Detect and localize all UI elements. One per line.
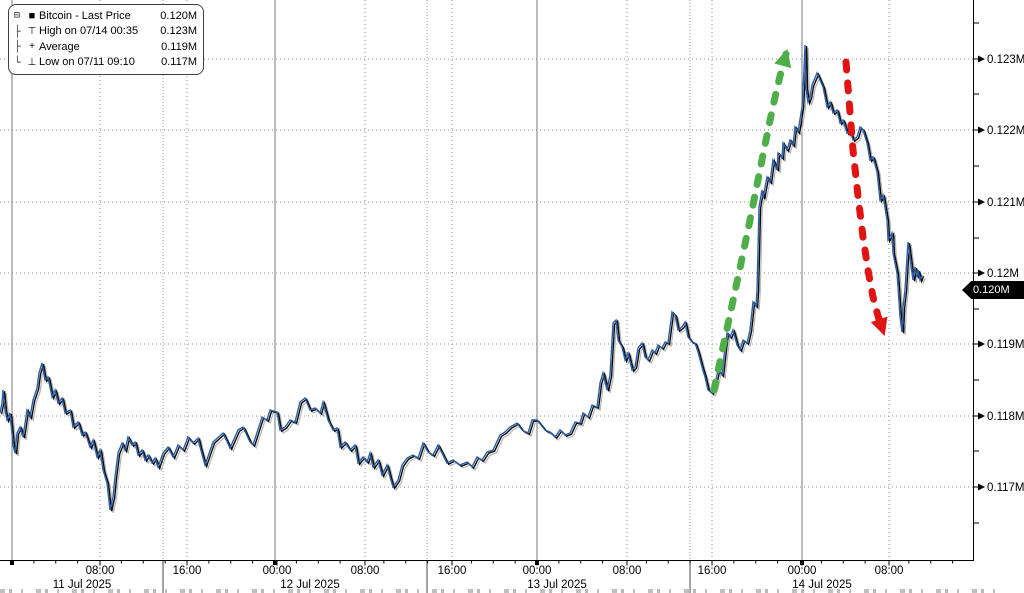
time-tick-label: 08:00: [86, 565, 115, 577]
price-tick-arrow-icon: [978, 55, 985, 63]
midnight-marker: [535, 561, 539, 565]
time-tick-label: 16:00: [698, 565, 727, 577]
price-tick-label: 0.119M: [987, 339, 1024, 351]
selloff-down-arrow: [842, 58, 888, 336]
legend-label-last-price: Bitcoin - Last Price: [39, 9, 131, 22]
legend-value-low: 0.117M: [161, 56, 197, 69]
chart-plot-area[interactable]: [0, 0, 973, 560]
price-tick-label: 0.123M: [987, 54, 1024, 66]
date-label: 11 Jul 2025: [53, 579, 112, 591]
price-tick-arrow-icon: [978, 269, 985, 277]
price-tick-label: 0.118M: [987, 411, 1024, 423]
price-tick-arrow-icon: [978, 412, 985, 420]
clipped-footer-text: [0, 589, 1004, 593]
chart-legend: ⊟ ■ Bitcoin - Last Price 0.120M ├ ⊤ High…: [8, 4, 204, 75]
legend-value-high: 0.123M: [160, 25, 197, 38]
legend-label-average: Average: [39, 40, 80, 53]
date-label: 13 Jul 2025: [527, 579, 586, 591]
legend-value-last-price: 0.120M: [160, 9, 197, 22]
time-tick-label: 08:00: [613, 565, 642, 577]
legend-row-low[interactable]: └ ⊥ Low on 07/11 09:10 0.117M: [14, 55, 197, 71]
time-tick-label: 08:00: [875, 565, 904, 577]
tree-branch-icon: ├: [14, 24, 21, 38]
midnight-marker: [800, 561, 804, 565]
average-marker-icon: +: [29, 41, 35, 53]
date-label: 12 Jul 2025: [280, 579, 339, 591]
midnight-marker: [273, 561, 277, 565]
last-price-badge[interactable]: 0.120M: [962, 281, 1024, 299]
time-tick-label: 16:00: [438, 565, 467, 577]
series-swatch-icon: ■: [28, 9, 36, 22]
time-tick-label: 00:00: [788, 565, 817, 577]
tree-end-branch-icon: └: [14, 55, 21, 69]
legend-row-last-price[interactable]: ⊟ ■ Bitcoin - Last Price 0.120M: [14, 8, 197, 24]
legend-row-high[interactable]: ├ ⊤ High on 07/14 00:35 0.123M: [14, 24, 197, 40]
time-tick-label: 00:00: [263, 565, 292, 577]
high-marker-icon: ⊤: [27, 25, 37, 37]
low-marker-icon: ⊥: [27, 56, 37, 68]
price-tick-label: 0.12M: [987, 268, 1019, 280]
date-label: 14 Jul 2025: [792, 579, 851, 591]
price-tick-label: 0.122M: [987, 125, 1024, 137]
price-tick-arrow-icon: [978, 126, 985, 134]
legend-row-average[interactable]: ├ + Average 0.119M: [14, 39, 197, 55]
legend-value-average: 0.119M: [161, 40, 197, 53]
tree-branch-icon: ├: [14, 40, 21, 54]
price-line: [0, 44, 923, 511]
legend-expand-icon[interactable]: ⊟: [14, 10, 21, 22]
price-tick-label: 0.121M: [987, 197, 1024, 209]
time-tick-label: 08:00: [351, 565, 380, 577]
price-tick-arrow-icon: [978, 198, 985, 206]
time-tick-label: 16:00: [173, 565, 202, 577]
legend-label-low: Low on 07/11 09:10: [39, 56, 135, 69]
rally-up-arrow: [710, 48, 792, 394]
price-tick-arrow-icon: [978, 340, 985, 348]
legend-label-high: High on 07/14 00:35: [39, 25, 139, 38]
price-tick-arrow-icon: [978, 483, 985, 491]
price-tick-label: 0.117M: [987, 482, 1024, 494]
time-tick-label: 00:00: [523, 565, 552, 577]
midnight-marker: [10, 561, 14, 565]
